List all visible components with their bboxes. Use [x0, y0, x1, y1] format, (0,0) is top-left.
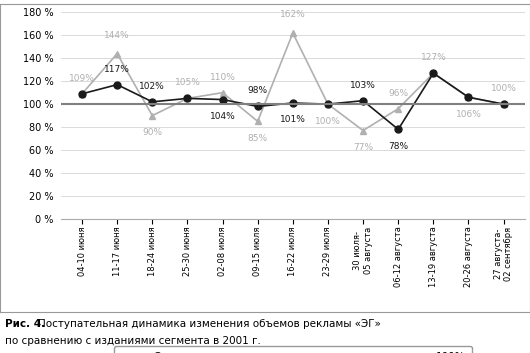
Экспресс-газета — [395, 107, 401, 111]
Text: 90%: 90% — [142, 128, 162, 137]
Text: 110%: 110% — [210, 73, 235, 82]
Экспресс-газета — [360, 128, 366, 133]
Экспресс-газета — [114, 52, 120, 56]
Издания сегмента — [395, 127, 401, 132]
Издания сегмента — [500, 102, 507, 106]
Text: 96%: 96% — [388, 89, 408, 98]
Издания сегмента — [79, 92, 85, 96]
Экспресс-газета — [465, 95, 472, 100]
Text: 98%: 98% — [248, 86, 268, 95]
Text: 101%: 101% — [280, 115, 306, 125]
Экспресс-газета — [254, 119, 261, 124]
Text: Рис. 4.: Рис. 4. — [5, 318, 46, 329]
Экспресс-газета — [325, 102, 331, 106]
Издания сегмента — [290, 101, 296, 105]
Text: 102%: 102% — [139, 82, 165, 91]
Line: Издания сегмента: Издания сегмента — [78, 70, 507, 133]
Text: 106%: 106% — [456, 110, 481, 119]
Экспресс-газета — [219, 91, 226, 95]
Экспресс-газета — [184, 96, 191, 101]
Text: 105%: 105% — [174, 78, 200, 87]
Издания сегмента — [360, 98, 366, 103]
Издания сегмента — [430, 71, 437, 75]
Text: 117%: 117% — [104, 65, 130, 73]
Text: 162%: 162% — [280, 10, 306, 19]
Text: 109%: 109% — [69, 74, 95, 83]
Экспресс-газета — [290, 31, 296, 35]
Экспресс-газета — [430, 71, 437, 75]
Legend: Экспресс-газета, Издания сегмента, 100%: Экспресс-газета, Издания сегмента, 100% — [114, 346, 472, 353]
Text: по сравнению с изданиями сегмента в 2001 г.: по сравнению с изданиями сегмента в 2001… — [5, 336, 261, 346]
Text: 85%: 85% — [248, 134, 268, 143]
Издания сегмента — [184, 96, 191, 101]
100% — [114, 102, 120, 106]
Экспресс-газета — [79, 92, 85, 96]
100% — [79, 102, 85, 106]
Text: 78%: 78% — [388, 142, 408, 151]
Text: 100%: 100% — [491, 84, 517, 93]
Text: 103%: 103% — [350, 80, 376, 90]
Издания сегмента — [219, 97, 226, 102]
Издания сегмента — [465, 95, 472, 100]
Издания сегмента — [114, 83, 120, 87]
Издания сегмента — [149, 100, 155, 104]
Издания сегмента — [325, 102, 331, 106]
Line: Экспресс-газета: Экспресс-газета — [78, 30, 507, 134]
Издания сегмента — [254, 104, 261, 109]
Text: 104%: 104% — [210, 112, 235, 121]
Text: 144%: 144% — [104, 31, 130, 40]
Экспресс-газета — [500, 102, 507, 106]
Экспресс-газета — [149, 114, 155, 118]
Text: 127%: 127% — [420, 53, 446, 62]
Text: 77%: 77% — [353, 143, 373, 152]
Text: Поступательная динамика изменения объемов рекламы «ЭГ»: Поступательная динамика изменения объемо… — [38, 318, 381, 329]
Text: 100%: 100% — [315, 116, 341, 126]
